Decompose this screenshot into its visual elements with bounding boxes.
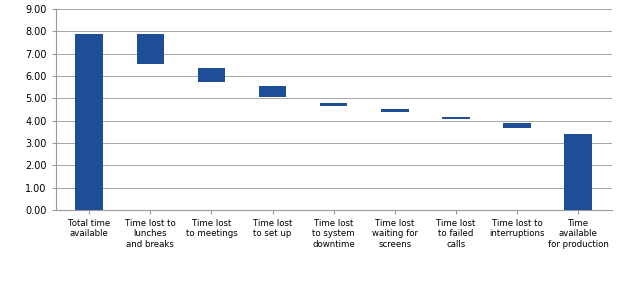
Bar xyxy=(137,34,164,64)
Bar xyxy=(381,109,408,112)
Bar xyxy=(198,68,225,82)
Bar xyxy=(503,123,531,128)
Bar xyxy=(564,134,592,210)
Bar xyxy=(442,117,470,119)
Bar xyxy=(259,86,286,97)
Bar xyxy=(75,34,103,210)
Bar xyxy=(320,103,347,106)
